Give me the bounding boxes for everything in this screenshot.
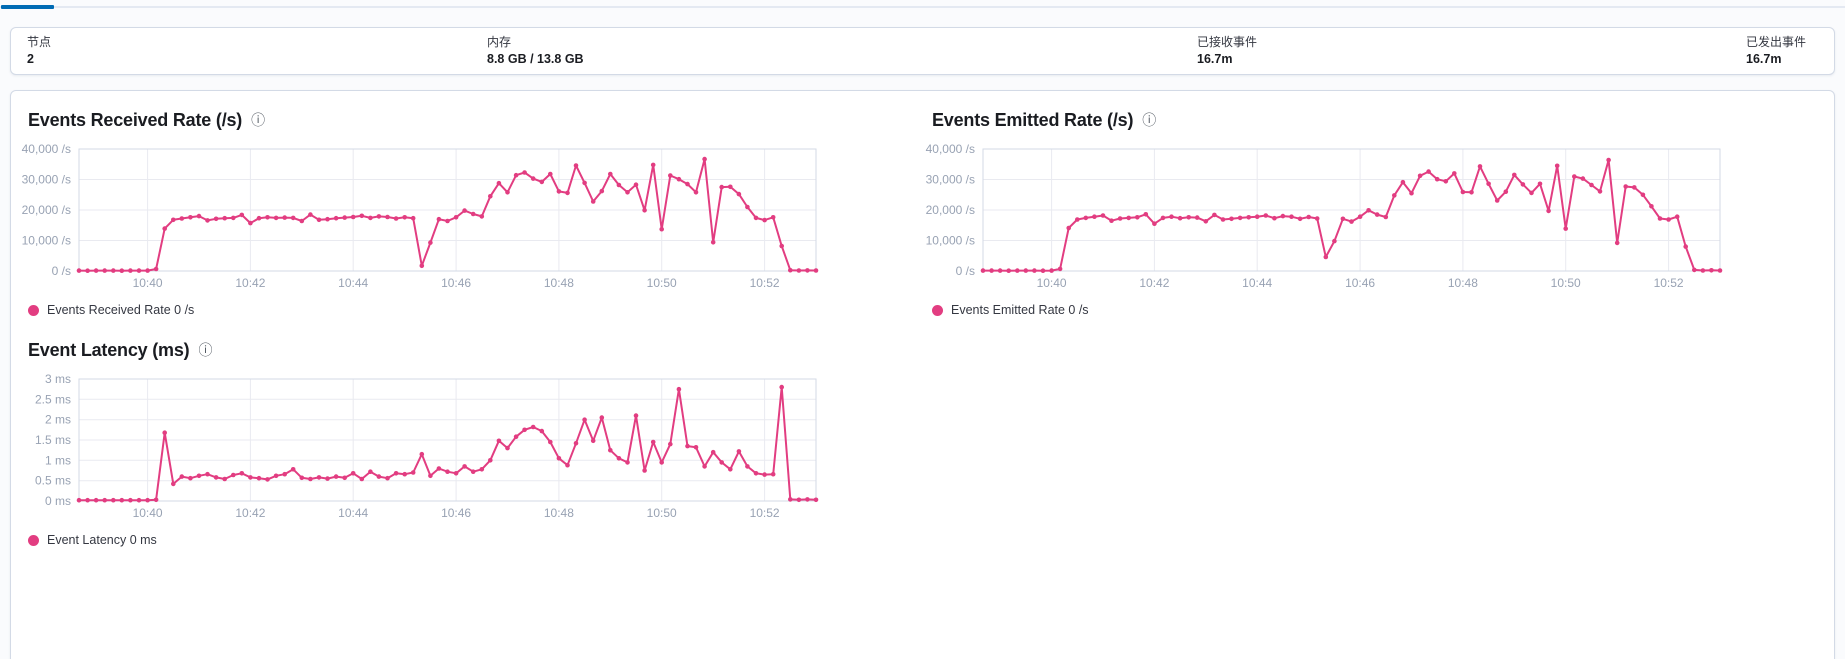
chart-header: Event Latency (ms) ⓘ <box>28 337 899 363</box>
svg-text:0.5 ms: 0.5 ms <box>35 474 71 488</box>
svg-text:10:42: 10:42 <box>235 276 265 290</box>
svg-text:1 ms: 1 ms <box>45 453 71 467</box>
info-icon[interactable]: ⓘ <box>251 112 266 128</box>
chart-header: Events Emitted Rate (/s) ⓘ <box>932 107 1803 133</box>
legend-item-event-latency[interactable]: Event Latency 0 ms <box>28 533 899 547</box>
events-received-rate-chart[interactable]: 40,000 /s 30,000 /s 20,000 /s 10,000 /s 0 /s… <box>21 139 851 301</box>
svg-text:10:46: 10:46 <box>441 276 471 290</box>
svg-text:10:50: 10:50 <box>647 276 677 290</box>
svg-text:10:48: 10:48 <box>1448 276 1478 290</box>
svg-text:1.5 ms: 1.5 ms <box>35 433 71 447</box>
svg-text:10:40: 10:40 <box>1037 276 1067 290</box>
chart-title-events-emitted: Events Emitted Rate (/s) <box>932 109 1134 130</box>
svg-text:10:42: 10:42 <box>1139 276 1169 290</box>
loading-bar-fill <box>1 5 54 9</box>
stat-nodes: 节点 2 <box>27 34 51 68</box>
stat-nodes-value: 2 <box>27 52 34 66</box>
svg-text:0 /s: 0 /s <box>52 264 71 278</box>
legend-dot-icon <box>28 304 39 316</box>
legend-label: Events Emitted Rate 0 /s <box>951 303 1089 317</box>
svg-text:10:46: 10:46 <box>1345 276 1375 290</box>
chart-header: Events Received Rate (/s) ⓘ <box>28 107 899 133</box>
stat-events-emitted-label: 已发出事件 <box>1746 35 1807 49</box>
svg-text:10:52: 10:52 <box>1654 276 1684 290</box>
svg-text:20,000 /s: 20,000 /s <box>926 203 975 217</box>
legend-dot-icon <box>932 304 943 316</box>
svg-text:0 ms: 0 ms <box>45 494 71 508</box>
legend-item-events-emitted[interactable]: Events Emitted Rate 0 /s <box>932 303 1803 317</box>
info-icon[interactable]: ⓘ <box>198 342 213 358</box>
svg-text:10:42: 10:42 <box>235 506 265 520</box>
chart-title-event-latency: Event Latency (ms) <box>28 339 190 360</box>
svg-text:10,000 /s: 10,000 /s <box>926 234 975 248</box>
svg-text:10:40: 10:40 <box>133 276 163 290</box>
stat-events-received-value: 16.7m <box>1197 52 1233 66</box>
svg-text:10:52: 10:52 <box>750 276 780 290</box>
legend-label: Events Received Rate 0 /s <box>47 303 195 317</box>
svg-text:10,000 /s: 10,000 /s <box>22 234 71 248</box>
legend-item-events-received[interactable]: Events Received Rate 0 /s <box>28 303 899 317</box>
chart-title-events-received: Events Received Rate (/s) <box>28 109 243 130</box>
svg-text:3 ms: 3 ms <box>45 372 71 386</box>
svg-text:10:48: 10:48 <box>544 506 574 520</box>
charts-panel: Events Received Rate (/s) ⓘ 40,000 /s 30,… <box>10 90 1835 659</box>
legend-dot-icon <box>28 534 39 546</box>
event-latency-chart[interactable]: 3 ms 2.5 ms 2 ms 1.5 ms 1 ms 0.5 ms 0 ms 10:40 1… <box>21 369 851 531</box>
legend-label: Event Latency 0 ms <box>47 533 157 547</box>
svg-text:10:44: 10:44 <box>338 276 368 290</box>
info-icon[interactable]: ⓘ <box>1142 112 1157 128</box>
svg-text:40,000 /s: 40,000 /s <box>22 142 71 156</box>
summary-stats-panel: 节点 2 内存 8.8 GB / 13.8 GB 已接收事件 16.7m 已发出… <box>10 27 1835 75</box>
stat-memory: 内存 8.8 GB / 13.8 GB <box>487 34 584 68</box>
stat-nodes-label: 节点 <box>27 35 52 49</box>
svg-text:20,000 /s: 20,000 /s <box>22 203 71 217</box>
svg-text:2.5 ms: 2.5 ms <box>35 392 71 406</box>
svg-text:2 ms: 2 ms <box>45 413 71 427</box>
events-emitted-rate-chart[interactable]: 40,000 /s 30,000 /s 20,000 /s 10,000 /s 0 /s… <box>925 139 1755 301</box>
svg-text:10:46: 10:46 <box>441 506 471 520</box>
stat-events-received: 已接收事件 16.7m <box>1197 34 1257 68</box>
chart-block-events-received: Events Received Rate (/s) ⓘ 40,000 /s 30,… <box>19 107 899 317</box>
svg-text:0 /s: 0 /s <box>956 264 975 278</box>
chart-block-events-emitted: Events Emitted Rate (/s) ⓘ 40,000 /s 30,0… <box>923 107 1803 317</box>
svg-text:30,000 /s: 30,000 /s <box>926 173 975 187</box>
svg-text:10:40: 10:40 <box>133 506 163 520</box>
svg-text:40,000 /s: 40,000 /s <box>926 142 975 156</box>
svg-text:10:48: 10:48 <box>544 276 574 290</box>
svg-text:30,000 /s: 30,000 /s <box>22 173 71 187</box>
svg-text:10:44: 10:44 <box>1242 276 1272 290</box>
loading-bar-track <box>0 5 1845 9</box>
stat-events-emitted-value: 16.7m <box>1746 52 1782 66</box>
stat-events-emitted: 已发出事件 16.7m <box>1746 34 1806 68</box>
svg-text:10:52: 10:52 <box>750 506 780 520</box>
stat-events-received-label: 已接收事件 <box>1197 35 1258 49</box>
chart-block-event-latency: Event Latency (ms) ⓘ 3 ms 2.5 ms 2 ms 1.5 m… <box>19 337 899 547</box>
svg-text:10:44: 10:44 <box>338 506 368 520</box>
svg-text:10:50: 10:50 <box>1551 276 1581 290</box>
stat-memory-label: 内存 <box>487 35 512 49</box>
svg-text:10:50: 10:50 <box>647 506 677 520</box>
stat-memory-value: 8.8 GB / 13.8 GB <box>487 52 584 66</box>
